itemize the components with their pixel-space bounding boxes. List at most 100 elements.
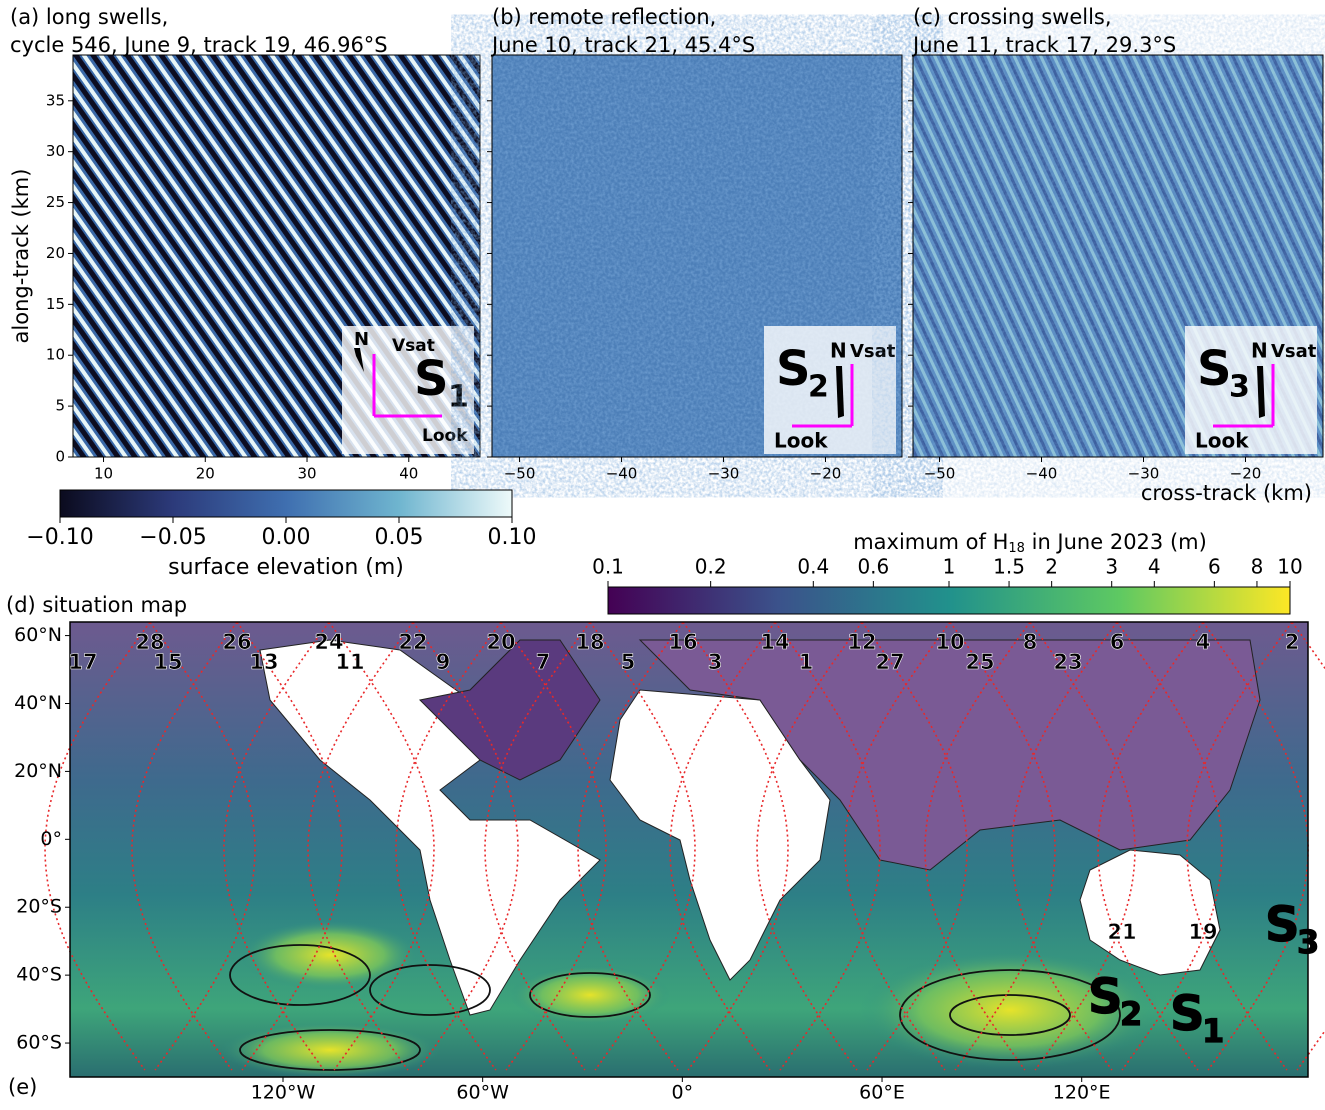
x-tick-label: −20 (1230, 465, 1262, 483)
colorbar-tick-label: −0.10 (26, 525, 93, 550)
ground-track (577, 621, 684, 1071)
ground-track (484, 621, 591, 1071)
vsat-label: Vsat (1271, 341, 1317, 362)
panel-title: cycle 546, June 9, track 19, 46.96°S (10, 33, 388, 57)
contour (369, 964, 491, 1016)
track-label: 6 (1110, 630, 1125, 654)
contour (949, 994, 1071, 1036)
y-tick-label: 20°N (14, 760, 62, 782)
x-axis-label: cross-track (km) (1141, 481, 1312, 505)
x-tick-label: 40 (399, 465, 418, 483)
track-label: 7 (536, 650, 551, 674)
panel-frame (491, 54, 903, 458)
track-label: 26 (222, 630, 251, 654)
y-axis-label: along-track (km) (9, 169, 33, 344)
ground-track (844, 621, 951, 1071)
contour (529, 972, 651, 1018)
landmass (638, 639, 1261, 871)
y-tick-label: 35 (46, 91, 65, 109)
high-wave-area (860, 950, 1160, 1070)
colorbar-label: maximum of H18 in June 2023 (m) (853, 530, 1207, 556)
ground-track (1186, 621, 1293, 1071)
site-sub: 1 (448, 380, 469, 415)
x-tick-label: −20 (810, 465, 842, 483)
track-label: 28 (135, 630, 164, 654)
track-label: 15 (153, 650, 182, 674)
ground-track (149, 621, 256, 1071)
colorbar-tick-label: 0.6 (857, 555, 889, 579)
colorbar-tick-label: 0.05 (375, 525, 424, 550)
y-tick-label: 15 (46, 295, 65, 313)
ground-track (412, 621, 519, 1071)
site-label: S (1265, 897, 1300, 953)
colorbar-tick-label: 0.2 (695, 555, 727, 579)
north-label: N (830, 339, 847, 363)
colorbar-tick-label: 0.1 (592, 555, 624, 579)
track-label: 11 (335, 650, 364, 674)
north-label: N (354, 329, 369, 350)
colorbar-tick-label: 0.00 (262, 525, 311, 550)
ground-track (500, 621, 607, 1071)
colorbar-tick-label: 0.4 (797, 555, 829, 579)
site-sub: 2 (1120, 995, 1142, 1033)
y-tick-label: 0° (40, 828, 62, 850)
site-label: S (1170, 986, 1205, 1042)
track-label: 22 (398, 630, 427, 654)
track-label: 12 (847, 630, 876, 654)
track-label: 2 (1285, 630, 1300, 654)
x-tick-label: 60°W (456, 1082, 509, 1104)
y-tick-label: 10 (46, 346, 65, 364)
high-wave-area (510, 965, 670, 1025)
ground-track (1029, 621, 1136, 1071)
y-tick-label: 40°N (14, 692, 62, 714)
track-label: 13 (249, 650, 278, 674)
track-label: 20 (486, 630, 515, 654)
ground-track (307, 621, 414, 1071)
colorbar-tick-label: 4 (1148, 555, 1161, 579)
y-tick-label: 5 (55, 397, 65, 415)
contour (229, 944, 371, 1006)
colorbar-label-part: in June 2023 (m) (1025, 530, 1207, 554)
site-label: S (1088, 969, 1123, 1025)
y-tick-label: 40°S (16, 964, 62, 986)
ground-track (589, 621, 696, 1071)
ground-track (682, 621, 789, 1071)
panel: (a) long swells, cycle 546, June 9, track… (9, 5, 481, 483)
colorbar-label-part: 18 (1008, 541, 1025, 556)
ground-track (223, 621, 330, 1071)
contour (899, 969, 1121, 1061)
track-label: 14 (760, 630, 789, 654)
y-tick-label: 60°N (14, 624, 62, 646)
inset-box (1185, 326, 1317, 454)
site-sub: 3 (1297, 923, 1319, 961)
ground-track (949, 621, 1056, 1071)
colorbar-label-part: maximum of H (853, 530, 1008, 554)
track-label: 23 (1053, 650, 1082, 674)
track-label: 1 (799, 650, 814, 674)
panel-frame (912, 54, 1324, 458)
y-tick-label: 0 (55, 448, 65, 466)
track-label: 3 (708, 650, 723, 674)
colorbar-tick-label: 2 (1045, 555, 1058, 579)
inset-box (342, 326, 474, 454)
ground-track (1116, 621, 1223, 1071)
y-tick-label: 30 (46, 142, 65, 160)
ground-track (131, 621, 238, 1071)
high-wave-area (240, 920, 420, 990)
look-label: Look (1195, 429, 1249, 453)
colorbar (59, 489, 513, 518)
ground-track (236, 621, 343, 1071)
track-label: 27 (875, 650, 904, 674)
site-label: S (1197, 341, 1232, 397)
x-tick-label: 0° (672, 1082, 694, 1104)
panel-frame (72, 54, 481, 458)
panel-title: (c) crossing swells, (913, 5, 1112, 29)
track-label: 17 (68, 650, 97, 674)
site-sub: 1 (1202, 1012, 1224, 1050)
colorbar-label: surface elevation (m) (168, 555, 404, 580)
x-tick-label: −50 (504, 465, 536, 483)
high-wave-area (220, 1022, 440, 1078)
y-tick-label: 20°S (16, 896, 62, 918)
track-label: 19 (1188, 920, 1217, 944)
